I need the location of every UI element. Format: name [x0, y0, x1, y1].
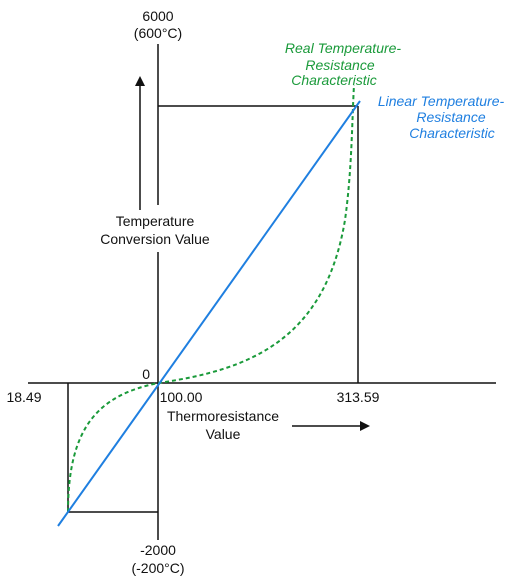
x-axis-title-line1: Thermoresistance	[167, 408, 279, 424]
real-curve-label-line3: Characteristic	[291, 72, 377, 88]
linear-curve-label-line3: Characteristic	[409, 125, 495, 141]
y-bottom-celsius-label: (-200°C)	[131, 560, 184, 576]
x-right-value-label: 313.59	[337, 389, 380, 405]
y-axis-title-line2: Conversion Value	[100, 231, 210, 247]
origin-label: 0	[142, 366, 150, 382]
y-top-value-label: 6000	[142, 8, 173, 24]
real-curve-label-line1: Real Temperature-	[285, 40, 402, 56]
y-top-celsius-label: (600°C)	[134, 25, 182, 41]
linear-curve-label-line1: Linear Temperature-	[378, 93, 505, 109]
x-left-value-label: 18.49	[6, 389, 41, 405]
x-center-value-label: 100.00	[160, 389, 203, 405]
linear-characteristic-line	[57, 100, 361, 527]
linear-curve-label-line2: Resistance	[416, 109, 485, 125]
real-characteristic-curve	[67, 84, 355, 513]
y-axis-title-line1: Temperature	[116, 213, 195, 229]
y-bottom-value-label: -2000	[140, 542, 176, 558]
real-curve-label-line2: Resistance	[305, 57, 374, 73]
x-axis-title-line2: Value	[206, 426, 241, 442]
